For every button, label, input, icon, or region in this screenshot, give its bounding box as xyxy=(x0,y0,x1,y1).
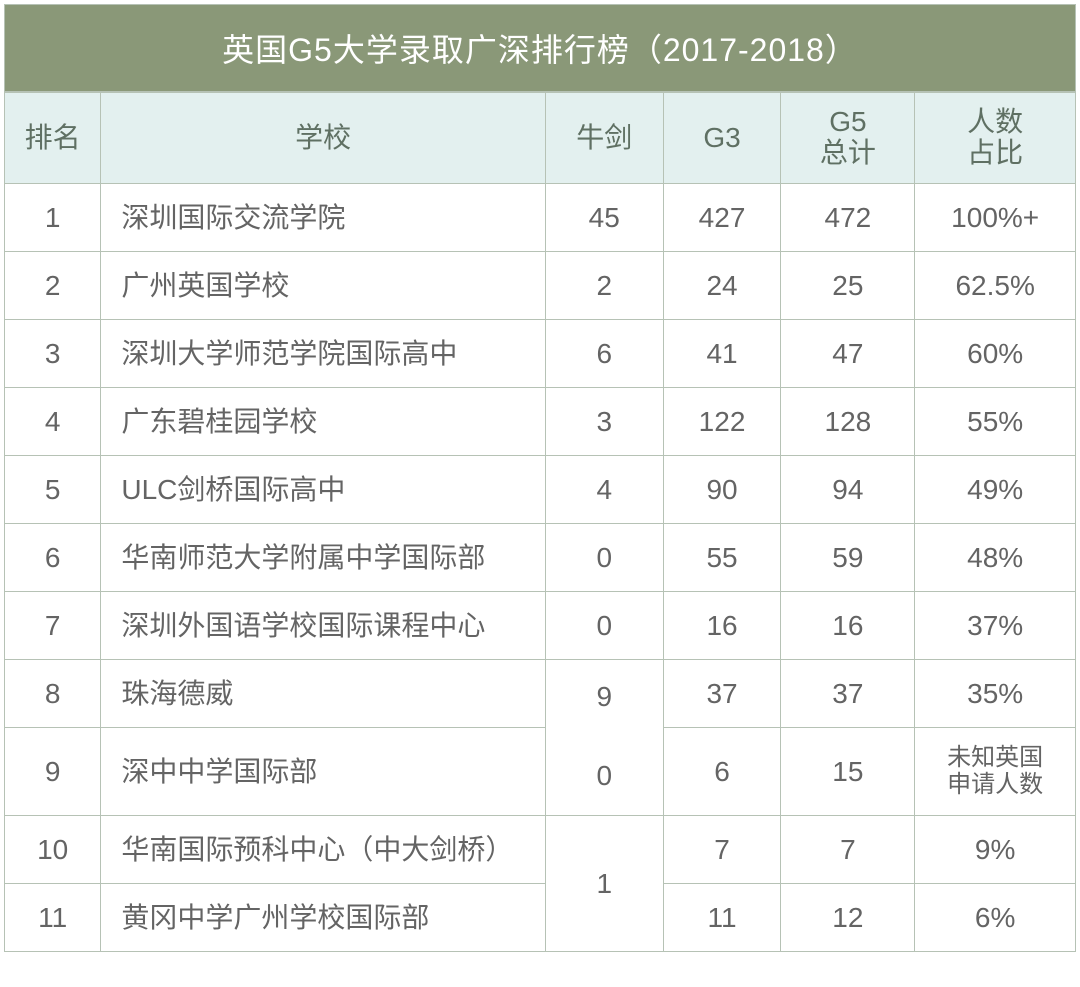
table-row: 3深圳大学师范学院国际高中6414760% xyxy=(5,319,1076,387)
col-header-g3: G3 xyxy=(663,93,781,184)
cell-g3: 24 xyxy=(663,251,781,319)
cell-g3: 41 xyxy=(663,319,781,387)
cell-school: 黄冈中学广州学校国际部 xyxy=(101,883,545,951)
cell-school: 深圳外国语学校国际课程中心 xyxy=(101,591,545,659)
table-row: 6华南师范大学附属中学国际部0555948% xyxy=(5,523,1076,591)
cell-oxbridge: 45 xyxy=(545,183,663,251)
table-row: 4广东碧桂园学校312212855% xyxy=(5,387,1076,455)
cell-oxbridge-merged: 1 xyxy=(545,815,663,951)
cell-g5: 59 xyxy=(781,523,915,591)
cell-g5: 472 xyxy=(781,183,915,251)
cell-g5: 7 xyxy=(781,815,915,883)
cell-school: 深中中学国际部 xyxy=(101,727,545,815)
cell-g3: 6 xyxy=(663,727,781,815)
cell-pct: 55% xyxy=(915,387,1076,455)
cell-g3: 122 xyxy=(663,387,781,455)
cell-rank: 6 xyxy=(5,523,101,591)
cell-school: 珠海德威 xyxy=(101,659,545,727)
table-row: 9深中中学国际部 615未知英国申请人数 xyxy=(5,727,1076,815)
cell-g3: 55 xyxy=(663,523,781,591)
cell-oxbridge: 4 xyxy=(545,455,663,523)
cell-oxbridge: 0 xyxy=(545,591,663,659)
cell-oxbridge: 0 xyxy=(545,523,663,591)
cell-g5: 16 xyxy=(781,591,915,659)
cell-school: 深圳大学师范学院国际高中 xyxy=(101,319,545,387)
table-body: 1深圳国际交流学院45427472100%+2广州英国学校2242562.5%3… xyxy=(5,183,1076,951)
table-row: 2广州英国学校2242562.5% xyxy=(5,251,1076,319)
cell-g5: 15 xyxy=(781,727,915,815)
col-header-school: 学校 xyxy=(101,93,545,184)
col-header-oxbridge: 牛剑 xyxy=(545,93,663,184)
cell-oxbridge: 3 xyxy=(545,387,663,455)
cell-school: 广东碧桂园学校 xyxy=(101,387,545,455)
table-title: 英国G5大学录取广深排行榜（2017-2018） xyxy=(4,4,1076,92)
cell-oxbridge: 6 xyxy=(545,319,663,387)
cell-school: ULC剑桥国际高中 xyxy=(101,455,545,523)
cell-pct: 未知英国申请人数 xyxy=(915,727,1076,815)
cell-rank: 4 xyxy=(5,387,101,455)
ranking-table: 排名 学校 牛剑 G3 G5 总计 人数 占比 1深圳国际交流学 xyxy=(4,92,1076,952)
cell-rank: 10 xyxy=(5,815,101,883)
cell-g5: 94 xyxy=(781,455,915,523)
cell-pct: 48% xyxy=(915,523,1076,591)
cell-rank: 3 xyxy=(5,319,101,387)
cell-rank: 9 xyxy=(5,727,101,815)
cell-g5: 12 xyxy=(781,883,915,951)
col-header-pct: 人数 占比 xyxy=(915,93,1076,184)
cell-rank: 2 xyxy=(5,251,101,319)
col-header-rank: 排名 xyxy=(5,93,101,184)
cell-g3: 7 xyxy=(663,815,781,883)
cell-rank: 7 xyxy=(5,591,101,659)
table-row: 1深圳国际交流学院45427472100%+ xyxy=(5,183,1076,251)
table-row: 11黄冈中学广州学校国际部11126% xyxy=(5,883,1076,951)
table-row: 5ULC剑桥国际高中4909449% xyxy=(5,455,1076,523)
cell-pct: 100%+ xyxy=(915,183,1076,251)
cell-g5: 128 xyxy=(781,387,915,455)
cell-school: 深圳国际交流学院 xyxy=(101,183,545,251)
cell-school: 华南师范大学附属中学国际部 xyxy=(101,523,545,591)
cell-rank: 11 xyxy=(5,883,101,951)
cell-g3: 90 xyxy=(663,455,781,523)
cell-g3: 16 xyxy=(663,591,781,659)
cell-g5: 37 xyxy=(781,659,915,727)
cell-pct: 49% xyxy=(915,455,1076,523)
cell-pct: 60% xyxy=(915,319,1076,387)
cell-pct: 6% xyxy=(915,883,1076,951)
cell-g5: 47 xyxy=(781,319,915,387)
cell-pct: 37% xyxy=(915,591,1076,659)
cell-pct: 9% xyxy=(915,815,1076,883)
cell-g3: 11 xyxy=(663,883,781,951)
cell-rank: 1 xyxy=(5,183,101,251)
cell-g3: 427 xyxy=(663,183,781,251)
cell-pct: 35% xyxy=(915,659,1076,727)
cell-g3: 37 xyxy=(663,659,781,727)
ranking-table-container: 英国G5大学录取广深排行榜（2017-2018） 排名 学校 牛剑 G3 G5 … xyxy=(4,4,1076,952)
cell-oxbridge: 2 xyxy=(545,251,663,319)
table-row: 10华南国际预科中心（中大剑桥）1779% xyxy=(5,815,1076,883)
cell-pct: 62.5% xyxy=(915,251,1076,319)
table-header-row: 排名 学校 牛剑 G3 G5 总计 人数 占比 xyxy=(5,93,1076,184)
cell-rank: 8 xyxy=(5,659,101,727)
cell-school: 华南国际预科中心（中大剑桥） xyxy=(101,815,545,883)
table-row: 7深圳外国语学校国际课程中心0161637% xyxy=(5,591,1076,659)
cell-school: 广州英国学校 xyxy=(101,251,545,319)
cell-g5: 25 xyxy=(781,251,915,319)
col-header-g5: G5 总计 xyxy=(781,93,915,184)
cell-oxbridge-merged: 90 xyxy=(545,659,663,815)
cell-rank: 5 xyxy=(5,455,101,523)
table-row: 8珠海德威90373735% xyxy=(5,659,1076,727)
